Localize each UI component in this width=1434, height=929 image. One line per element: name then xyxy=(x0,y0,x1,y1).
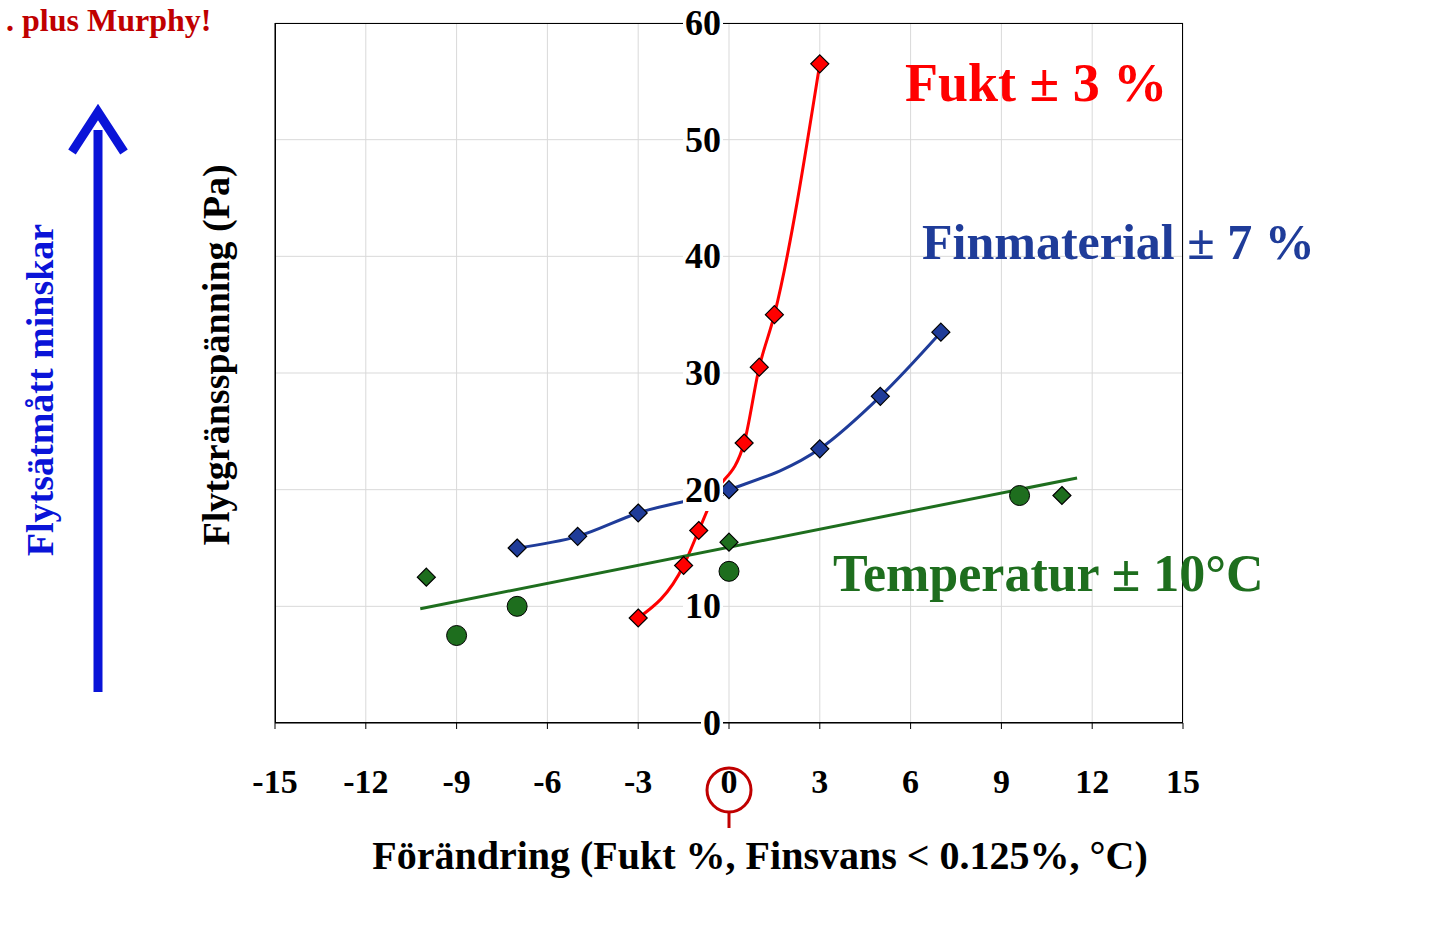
html-text:20: 20 xyxy=(685,469,721,510)
svg-text:6: 6 xyxy=(902,763,919,800)
html-text:Fukt ± 3 %: Fukt ± 3 % xyxy=(905,53,1168,113)
svg-text:3: 3 xyxy=(811,763,828,800)
html-text:Finmaterial ± 7 %: Finmaterial ± 7 % xyxy=(922,214,1315,270)
html-text:30: 30 xyxy=(685,353,721,393)
svg-text:-3: -3 xyxy=(624,763,652,800)
html-text:60: 60 xyxy=(685,3,721,43)
svg-text:-15: -15 xyxy=(252,763,297,800)
html-text:Förändring (Fukt %, Finsvans <: Förändring (Fukt %, Finsvans < 0.125%, °… xyxy=(372,833,1148,878)
html-text:Temperatur ± 10°C: Temperatur ± 10°C xyxy=(833,545,1264,602)
html-text:Flytgränsspänning (Pa): Flytgränsspänning (Pa) xyxy=(195,164,237,546)
svg-text:15: 15 xyxy=(1166,763,1200,800)
html-text:Flytsätmått minskar: Flytsätmått minskar xyxy=(19,223,61,557)
html-text:0: 0 xyxy=(703,703,721,743)
svg-text:-9: -9 xyxy=(442,763,470,800)
html-text:40: 40 xyxy=(685,236,721,277)
svg-text:12: 12 xyxy=(1075,763,1109,800)
svg-text:-12: -12 xyxy=(343,763,388,800)
html-text:10: 10 xyxy=(685,586,721,627)
svg-text:9: 9 xyxy=(993,763,1010,800)
html-text:. plus Murphy!: . plus Murphy! xyxy=(6,2,212,38)
html-text:50: 50 xyxy=(685,119,721,160)
svg-text:-6: -6 xyxy=(533,763,561,800)
svg-text:0: 0 xyxy=(721,763,738,800)
